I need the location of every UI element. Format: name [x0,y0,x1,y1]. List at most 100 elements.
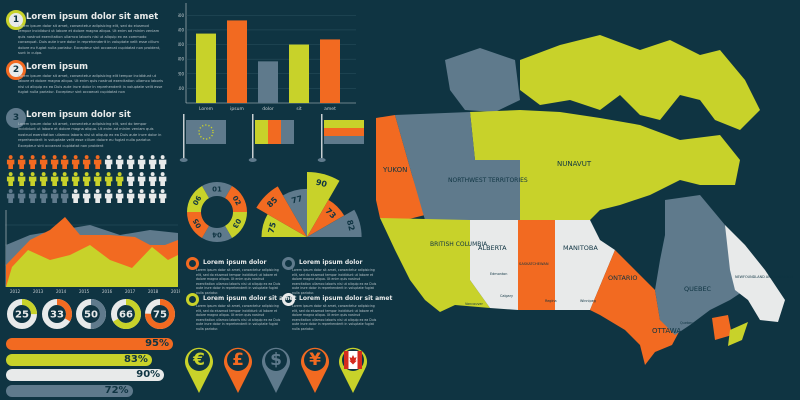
person-icon [94,155,102,169]
province-yukon[interactable] [376,115,425,220]
fan-slice-label: 77 [290,194,303,206]
person-icon [17,155,26,169]
bar [258,61,278,103]
bar-chart: 100 200 300 400 500 600 Lorem ipsum dolor sit amet [178,3,356,112]
person-icon [6,172,15,186]
person-icon [61,172,69,186]
donut-fill [145,299,175,329]
currency-pin[interactable]: $ [261,345,291,395]
ring-segment [225,212,247,238]
person-icon [115,189,124,203]
province-bc[interactable] [380,218,490,312]
y-tick-label: 200 [178,71,184,76]
y-tick-label: 300 [178,57,184,62]
person-icon [83,172,91,186]
info-title: Lorem ipsum dolor sit amet [299,295,393,302]
city-vancouver: Vancouver [465,302,483,306]
ring-icon [282,257,295,270]
currency-pin[interactable] [338,345,368,395]
person-icon [104,189,113,203]
province-quebec[interactable] [655,195,745,335]
step-number-badge: 1 [6,10,26,30]
province-manitoba[interactable] [555,220,615,310]
ring-segment [225,186,247,212]
donut-chart: 33 [41,299,72,329]
progress-bar: 90% [6,369,165,381]
person-icon [50,189,58,203]
label-ontario: ONTARIO [608,274,637,282]
donut-label: 25 [15,310,29,321]
info-text: Lorem ipsum dolor sit amet, consectetur … [292,268,377,295]
y-tick-label: 500 [178,27,184,32]
arctic-islands [520,35,760,130]
person-icon [72,155,80,169]
fan-slice-label: 90 [315,178,329,190]
donut-label: 33 [50,310,64,321]
label-yukon: YUKON [382,166,407,174]
label-alberta: ALBERTA [478,244,507,252]
segment-ring-chart: 01 02 03 04 05 06 [187,182,247,242]
fan-slice [307,199,345,237]
label-saskatchewan: SASKATCHEWAN [519,262,549,266]
province-maritimes[interactable] [712,315,732,340]
label-nunavut: NUNAVUT [557,160,592,168]
person-icon [83,189,91,203]
canada-map: YUKON NORTHWEST TERRITORIES NUNAVUT BRIT… [376,35,794,365]
year-label: 2014 [56,289,67,294]
province-nunavut[interactable] [470,110,740,220]
ring-segment [187,186,209,212]
person-icon [28,172,37,186]
fan-slice [307,209,362,237]
person-icon [61,155,69,169]
province-nwt[interactable] [395,112,520,220]
ring-segment-label: 05 [192,217,204,230]
ring-icon [186,293,199,306]
person-icon [17,189,26,203]
person-icon [28,155,37,169]
province-ontario[interactable] [590,250,680,365]
ring-icon [282,293,295,306]
pound-icon: £ [232,350,244,370]
donut-fill [110,299,141,329]
donut-fill [76,299,106,329]
currency-pin[interactable]: € [184,345,214,395]
donut-chart: 25 [7,299,37,329]
year-label: 2016 [102,289,113,294]
person-icon [148,189,156,203]
donut-chart: 50 [76,299,106,329]
flags [179,114,364,162]
step-title: Lorem ipsum [26,62,88,72]
person-icon [159,172,167,186]
province-saskatchewan[interactable] [518,220,555,310]
arctic-islands-west [445,48,520,112]
person-icon [72,172,80,186]
step-text: Lorem ipsum dolor sit amet, consectetur … [18,24,161,56]
fan-slice [256,186,307,237]
progress-bar: 95% [6,338,173,350]
step-text: Lorem ipsum dolor sit amet, consectetur … [18,74,164,95]
ring-segment [187,212,209,238]
province-newfoundland[interactable] [725,225,785,322]
person-icon [115,155,124,169]
person-icon [94,189,102,203]
currency-pin[interactable]: £ [223,345,253,395]
people-pictogram [6,155,168,206]
progress-bar: 83% [6,353,152,366]
province-alberta[interactable] [470,220,518,310]
year-label: 2013 [33,289,44,294]
person-icon [159,155,167,169]
yen-icon: ¥ [309,350,321,370]
person-icon [137,155,146,169]
province-nova-scotia[interactable] [728,322,748,346]
city-quebec: Quebec [680,321,693,325]
x-tick-label: sit [296,106,302,112]
y-tick-label: 600 [178,13,184,18]
dollar-icon: $ [270,350,282,370]
currency-pin[interactable]: ¥ [300,345,330,395]
person-icon [126,189,135,203]
fan-slice [261,214,307,237]
people-row [6,172,168,186]
euro-icon: € [192,350,205,370]
person-icon [39,155,48,169]
people-row [6,155,168,169]
